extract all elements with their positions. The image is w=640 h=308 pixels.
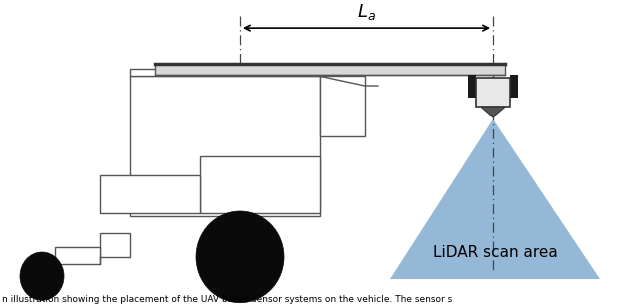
Bar xyxy=(476,78,510,107)
Text: LiDAR scan area: LiDAR scan area xyxy=(433,245,557,260)
Bar xyxy=(130,69,320,76)
Text: n illustration showing the placement of the UAV based sensor systems on the vehi: n illustration showing the placement of … xyxy=(2,295,452,304)
Bar xyxy=(155,64,505,75)
Bar xyxy=(200,156,320,213)
Ellipse shape xyxy=(196,211,284,303)
Bar xyxy=(55,247,100,264)
Bar xyxy=(130,76,320,216)
Bar xyxy=(100,233,130,257)
Polygon shape xyxy=(390,119,600,279)
Bar xyxy=(510,75,518,98)
Text: $L_a$: $L_a$ xyxy=(357,2,376,22)
Bar xyxy=(468,75,476,98)
Bar xyxy=(100,175,200,213)
Ellipse shape xyxy=(20,252,64,300)
Polygon shape xyxy=(481,107,505,117)
Bar xyxy=(155,64,505,69)
Polygon shape xyxy=(320,76,365,136)
